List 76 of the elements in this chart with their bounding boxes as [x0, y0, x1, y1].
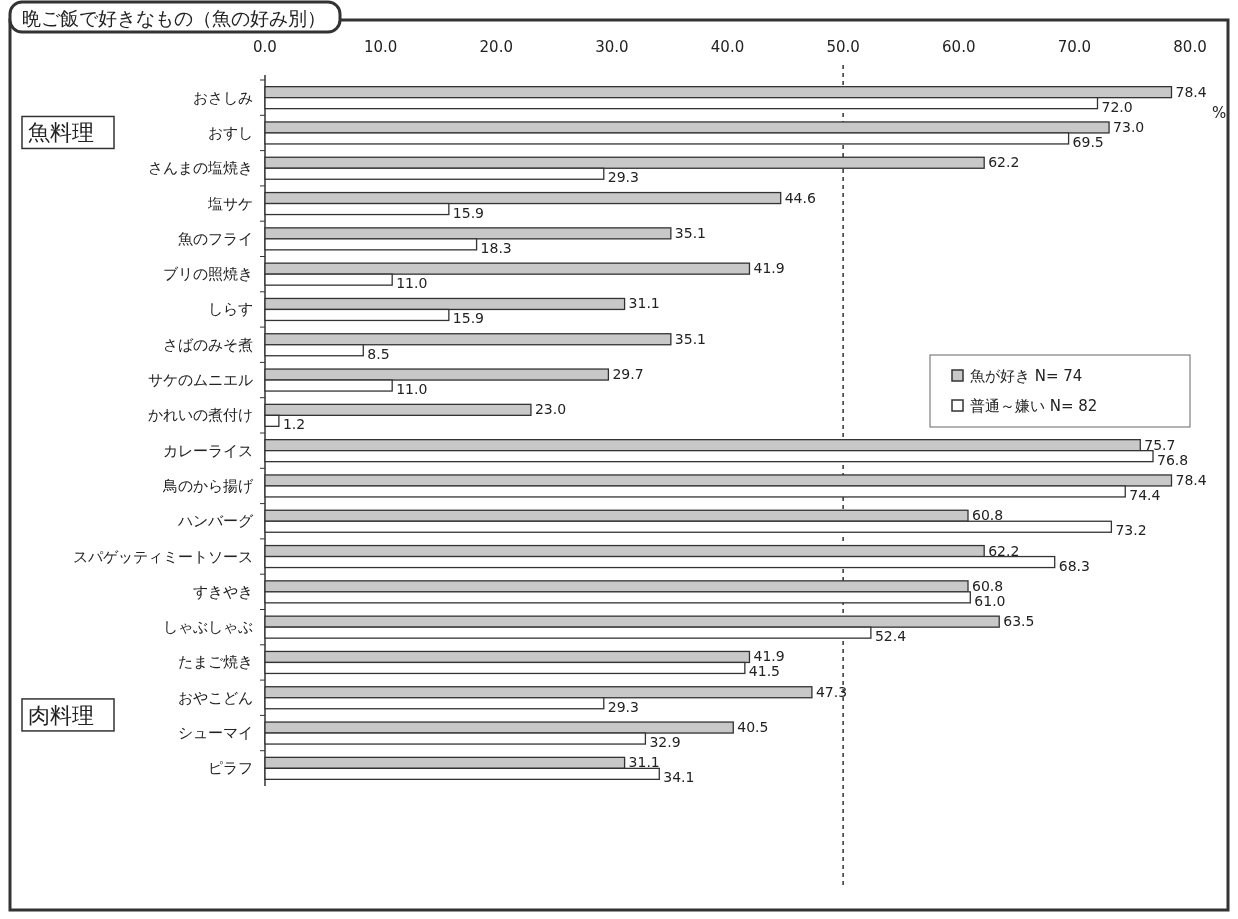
- x-tick-label: 0.0: [253, 38, 277, 56]
- y-tick-label: たまご焼き: [178, 653, 253, 672]
- legend-label: 普通～嫌い N= 82: [970, 397, 1098, 415]
- y-tick-label: シューマイ: [178, 724, 253, 743]
- x-tick-label: 80.0: [1173, 38, 1207, 56]
- data-label: 60.8: [972, 507, 1004, 524]
- data-label: 15.9: [452, 310, 485, 327]
- data-label: 52.4: [874, 628, 907, 645]
- data-label: 44.6: [784, 189, 816, 206]
- y-tick-label: すきやき: [193, 582, 253, 601]
- data-label: 41.5: [748, 663, 781, 680]
- y-tick-label: しらす: [208, 300, 253, 319]
- title: 晩ご飯で好きなもの（魚の好み別）: [8, 0, 342, 34]
- data-label: 11.0: [396, 275, 428, 292]
- y-tick-label: かれいの煮付け: [148, 406, 253, 425]
- y-tick-label: ハンバーグ: [177, 512, 254, 531]
- y-tick-label: さんまの塩焼き: [148, 159, 253, 178]
- data-label: 72.0: [1101, 98, 1133, 115]
- data-label: 62.2: [988, 154, 1020, 171]
- data-label: 29.7: [612, 366, 644, 383]
- data-label: 73.2: [1115, 522, 1147, 539]
- y-tick-label: スパゲッティミートソース: [73, 547, 253, 566]
- data-label: 29.3: [607, 169, 639, 186]
- data-label: 63.5: [1003, 613, 1035, 630]
- data-label: 40.5: [737, 719, 769, 736]
- data-label: 15.9: [452, 204, 485, 221]
- data-label: 41.9: [753, 648, 785, 665]
- group-label: 魚料理: [21, 115, 115, 150]
- data-label: 32.9: [649, 734, 681, 751]
- x-tick-label: 50.0: [826, 38, 860, 56]
- data-label: 78.4: [1175, 471, 1207, 488]
- chart-title: 晩ご飯で好きなもの（魚の好み別）: [22, 7, 326, 29]
- x-tick-label: 30.0: [595, 38, 629, 56]
- data-label: 31.1: [628, 295, 660, 312]
- y-tick-label: サケのムニエル: [148, 371, 253, 390]
- y-tick-label: 鳥のから揚げ: [162, 476, 254, 495]
- data-label: 41.9: [753, 260, 785, 277]
- data-label: 68.3: [1058, 557, 1090, 574]
- data-label: 18.3: [480, 239, 512, 256]
- y-tick-label: おやこどん: [178, 688, 253, 707]
- y-tick-label: ピラフ: [208, 759, 253, 778]
- data-label: 34.1: [663, 769, 695, 786]
- x-tick-label: 20.0: [479, 38, 513, 56]
- data-label: 62.2: [988, 542, 1020, 559]
- data-label: 23.0: [534, 401, 567, 418]
- data-label: 61.0: [974, 592, 1006, 609]
- data-label: 35.1: [674, 330, 707, 347]
- legend-label: 魚が好き N= 74: [970, 367, 1083, 385]
- x-axis-title: %: [1212, 104, 1227, 122]
- y-tick-label: さばのみそ煮: [163, 335, 253, 354]
- y-tick-label: 魚のフライ: [178, 229, 253, 248]
- y-tick-label: ブリの照焼き: [163, 265, 253, 284]
- x-tick-label: 70.0: [1057, 38, 1092, 56]
- data-label: 74.4: [1129, 486, 1161, 503]
- data-label: 35.1: [674, 224, 707, 241]
- y-tick-label: カレーライス: [163, 441, 253, 460]
- data-label: 8.5: [367, 345, 390, 362]
- x-tick-label: 10.0: [363, 38, 398, 56]
- x-tick-label: 60.0: [942, 38, 976, 56]
- data-label: 11.0: [396, 381, 428, 398]
- y-tick-label: おすし: [208, 123, 253, 142]
- data-label: 75.7: [1144, 436, 1176, 453]
- data-label: 76.8: [1157, 451, 1189, 468]
- data-label: 47.3: [815, 683, 848, 700]
- y-tick-label: 塩サケ: [207, 194, 253, 213]
- data-label: 29.3: [607, 698, 639, 715]
- y-tick-label: しゃぶしゃぶ: [163, 618, 253, 637]
- data-label: 69.5: [1072, 133, 1104, 150]
- data-label: 1.2: [282, 416, 306, 433]
- data-label: 73.0: [1113, 118, 1145, 135]
- y-tick-label: おさしみ: [193, 88, 253, 107]
- data-label: 31.1: [628, 754, 660, 771]
- data-label: 78.4: [1175, 83, 1207, 100]
- data-label: 60.8: [972, 577, 1004, 594]
- x-tick-label: 40.0: [710, 38, 745, 56]
- group-label: 肉料理: [21, 698, 115, 732]
